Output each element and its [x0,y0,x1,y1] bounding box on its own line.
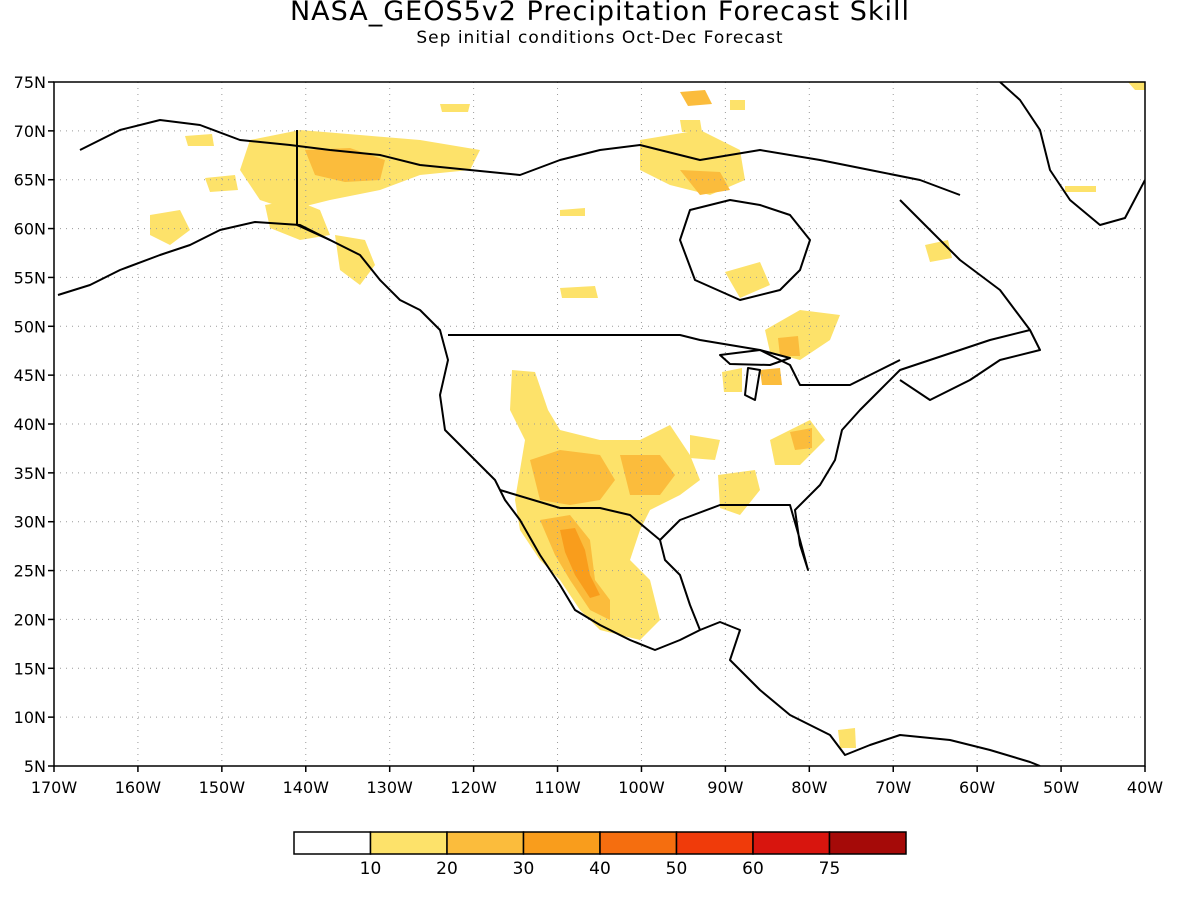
lon-tick-label: 160W [115,778,162,797]
coastline-north-america [57,221,1041,766]
colorbar-label: 60 [742,859,764,879]
lon-tick-label: 150W [199,778,246,797]
lon-tick-label: 170W [31,778,78,797]
lat-tick-label: 40N [14,415,46,434]
lon-tick-label: 60W [959,778,995,797]
skill-region-yukon [305,148,385,182]
colorbar-swatch [522,831,601,855]
lat-tick-label: 60N [14,220,46,239]
skill-region-arctic-small-1 [440,104,470,112]
skill-region-caribbean [838,728,856,748]
skill-shading [150,82,1145,748]
skill-region-ontario [765,310,840,360]
lon-tick-label: 70W [875,778,911,797]
lon-tick-label: 90W [707,778,743,797]
border-alaska-canada [296,130,331,241]
coastline-greenland [999,82,1145,226]
longitude-axis: 170W 160W 150W 140W 130W 120W 110W 100W 90W 80W 70… [31,766,1163,797]
map-title: NASA_GEOS5v2 Precipitation Forecast Skil… [289,0,911,27]
colorbar-swatch [446,831,525,855]
coastline-arctic [79,119,961,196]
coastline-labrador [899,199,1041,401]
coastline-hudson-bay [679,199,811,301]
skill-region-great-lakes [760,368,782,385]
skill-region-mississippi [718,470,760,515]
lon-tick-label: 40W [1127,778,1163,797]
lat-tick-label: 70N [14,122,46,141]
colorbar-swatch [752,831,831,855]
skill-region-sinaloa [560,528,600,598]
skill-region-arctic-small-2 [680,120,702,132]
skill-region-arctic-core [680,170,730,195]
skill-region-chukchi [185,134,214,146]
skill-region-alaska-west [150,210,190,245]
skill-region-arctic-small-4 [560,208,585,216]
coastlines-and-borders [57,82,1145,766]
colorbar-label: 20 [436,859,458,879]
lon-tick-label: 120W [450,778,497,797]
colorbar-swatch [293,831,372,855]
colorbar-label: 10 [360,859,382,879]
border-us-mexico [499,489,661,541]
border-canada-us [448,334,901,386]
lat-tick-label: 75N [14,73,46,92]
lat-tick-label: 50N [14,317,46,336]
skill-region-us-southwest [510,370,700,640]
skill-region-new-mexico [620,455,675,495]
skill-region-michigan [722,368,742,392]
lat-tick-label: 20N [14,610,46,629]
colorbar-label: 50 [666,859,688,879]
lat-tick-label: 65N [14,171,46,190]
lat-tick-label: 5N [24,757,46,776]
lon-tick-label: 100W [618,778,665,797]
lat-lon-gridlines [54,82,1145,766]
latitude-axis: 5N 10N 15N 20N 25N 30N 35N 40N 45N 50N 55N 60N 65N 70… [14,73,54,776]
skill-region-texas-panhandle [690,435,720,460]
colorbar-legend: 10 20 30 40 50 60 75 [293,831,907,879]
lat-tick-label: 15N [14,659,46,678]
skill-region-bering [205,175,238,192]
coastline-gulf [659,329,1031,631]
skill-region-appalachia-core [790,428,812,450]
lat-tick-label: 55N [14,268,46,287]
colorbar-label: 75 [819,859,841,879]
colorbar-label: 40 [589,859,611,879]
colorbar-label: 30 [513,859,535,879]
lon-tick-label: 110W [534,778,581,797]
skill-region-arctic-top [680,90,712,106]
map-subtitle: Sep initial conditions Oct-Dec Forecast [416,28,784,48]
skill-region-arctic-small-3 [730,100,745,110]
lat-tick-label: 30N [14,513,46,532]
colorbar-swatch [369,831,448,855]
skill-region-four-corners [530,450,615,505]
lat-tick-label: 35N [14,464,46,483]
lon-tick-label: 140W [283,778,330,797]
skill-region-atlantic [1065,186,1096,192]
colorbar-swatch [675,831,754,855]
lat-tick-label: 45N [14,366,46,385]
skill-region-prairie-north [560,286,598,298]
skill-region-greenland-edge [1128,82,1145,90]
lat-tick-label: 10N [14,708,46,727]
skill-region-labrador [925,240,952,262]
lake-michigan [744,367,761,401]
lat-tick-label: 25N [14,562,46,581]
lon-tick-label: 80W [791,778,827,797]
lon-tick-label: 50W [1043,778,1079,797]
lon-tick-label: 130W [367,778,414,797]
colorbar-swatch [599,831,678,855]
colorbar-swatch [828,831,907,855]
skill-region-hudson-east [725,262,770,298]
skill-region-ontario-core [778,336,800,356]
lake-superior [719,349,791,366]
